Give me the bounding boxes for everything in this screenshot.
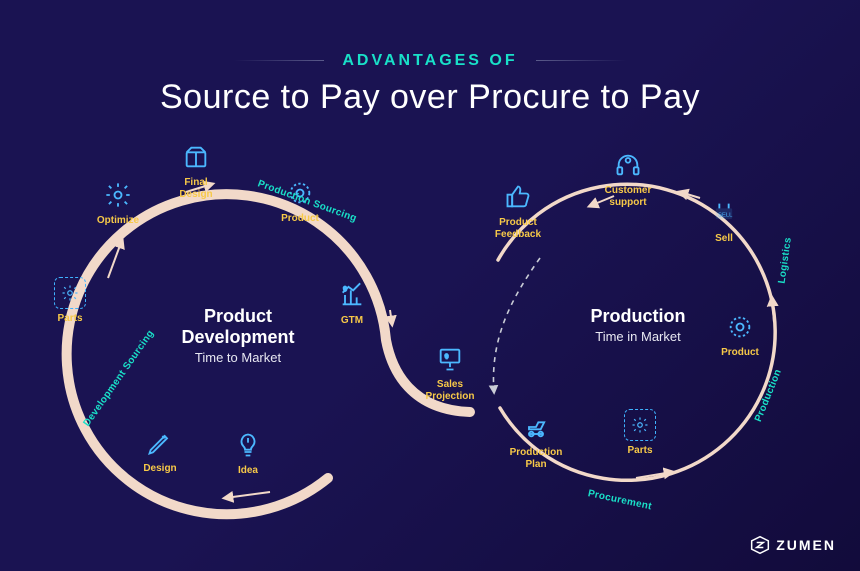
node-feedback: Product Feedback: [478, 180, 558, 240]
product-l-label: Product: [281, 213, 319, 225]
product-r-icon: [723, 310, 757, 344]
optimize-label: Optimize: [97, 215, 139, 227]
design-label: Design: [143, 463, 176, 475]
prod-plan-icon: [519, 410, 553, 444]
dashed-feedback-arc: [493, 258, 540, 392]
node-final-design: Final Design: [156, 140, 236, 200]
node-product-r: Product: [700, 310, 780, 359]
support-icon: [611, 148, 645, 182]
idea-icon: [231, 428, 265, 462]
right-subtitle: Time in Market: [568, 329, 708, 344]
brand-name: ZUMEN: [776, 537, 836, 553]
arrow: [225, 492, 270, 498]
node-idea: Idea: [208, 428, 288, 477]
sell-label: Sell: [715, 233, 733, 245]
support-label: Customer support: [605, 185, 652, 208]
node-sales: $ Sales Projection: [410, 342, 490, 402]
svg-text:$: $: [445, 354, 448, 359]
node-prod-plan: Production Plan: [496, 410, 576, 470]
node-support: Customer support: [588, 148, 668, 208]
node-design: Design: [120, 426, 200, 475]
node-parts-r: Parts: [600, 408, 680, 457]
parts-l-icon: [53, 276, 87, 310]
gtm-icon: $: [335, 278, 369, 312]
node-parts-l: Parts: [30, 276, 110, 325]
product-r-label: Product: [721, 347, 759, 359]
parts-r-label: Parts: [627, 445, 652, 457]
node-gtm: $ GTM: [312, 278, 392, 327]
right-center-label: Production Time in Market: [568, 306, 708, 344]
design-icon: [143, 426, 177, 460]
optimize-icon: [101, 178, 135, 212]
sell-icon: SELL: [707, 196, 741, 230]
brand-logo-icon: [750, 535, 770, 555]
left-center-label: Product Development Time to Market: [168, 306, 308, 365]
node-sell: SELL Sell: [684, 196, 764, 245]
parts-l-label: Parts: [57, 313, 82, 325]
flow-path: [0, 0, 860, 571]
left-subtitle: Time to Market: [168, 350, 308, 365]
sales-label: Sales Projection: [426, 379, 475, 402]
svg-text:SELL: SELL: [718, 213, 733, 219]
idea-label: Idea: [238, 465, 258, 477]
node-optimize: Optimize: [78, 178, 158, 227]
prod-plan-label: Production Plan: [510, 447, 563, 470]
final-design-label: Final Design: [179, 177, 212, 200]
feedback-icon: [501, 180, 535, 214]
final-design-icon: [179, 140, 213, 174]
sales-icon: $: [433, 342, 467, 376]
gtm-label: GTM: [341, 315, 363, 327]
left-title: Product Development: [168, 306, 308, 348]
parts-r-icon: [623, 408, 657, 442]
infographic-root: { "header":{ "eyebrow":"ADVANTAGES OF", …: [0, 0, 860, 571]
svg-text:$: $: [344, 286, 347, 291]
right-title: Production: [568, 306, 708, 327]
brand-badge: ZUMEN: [750, 535, 836, 555]
feedback-label: Product Feedback: [495, 217, 541, 240]
